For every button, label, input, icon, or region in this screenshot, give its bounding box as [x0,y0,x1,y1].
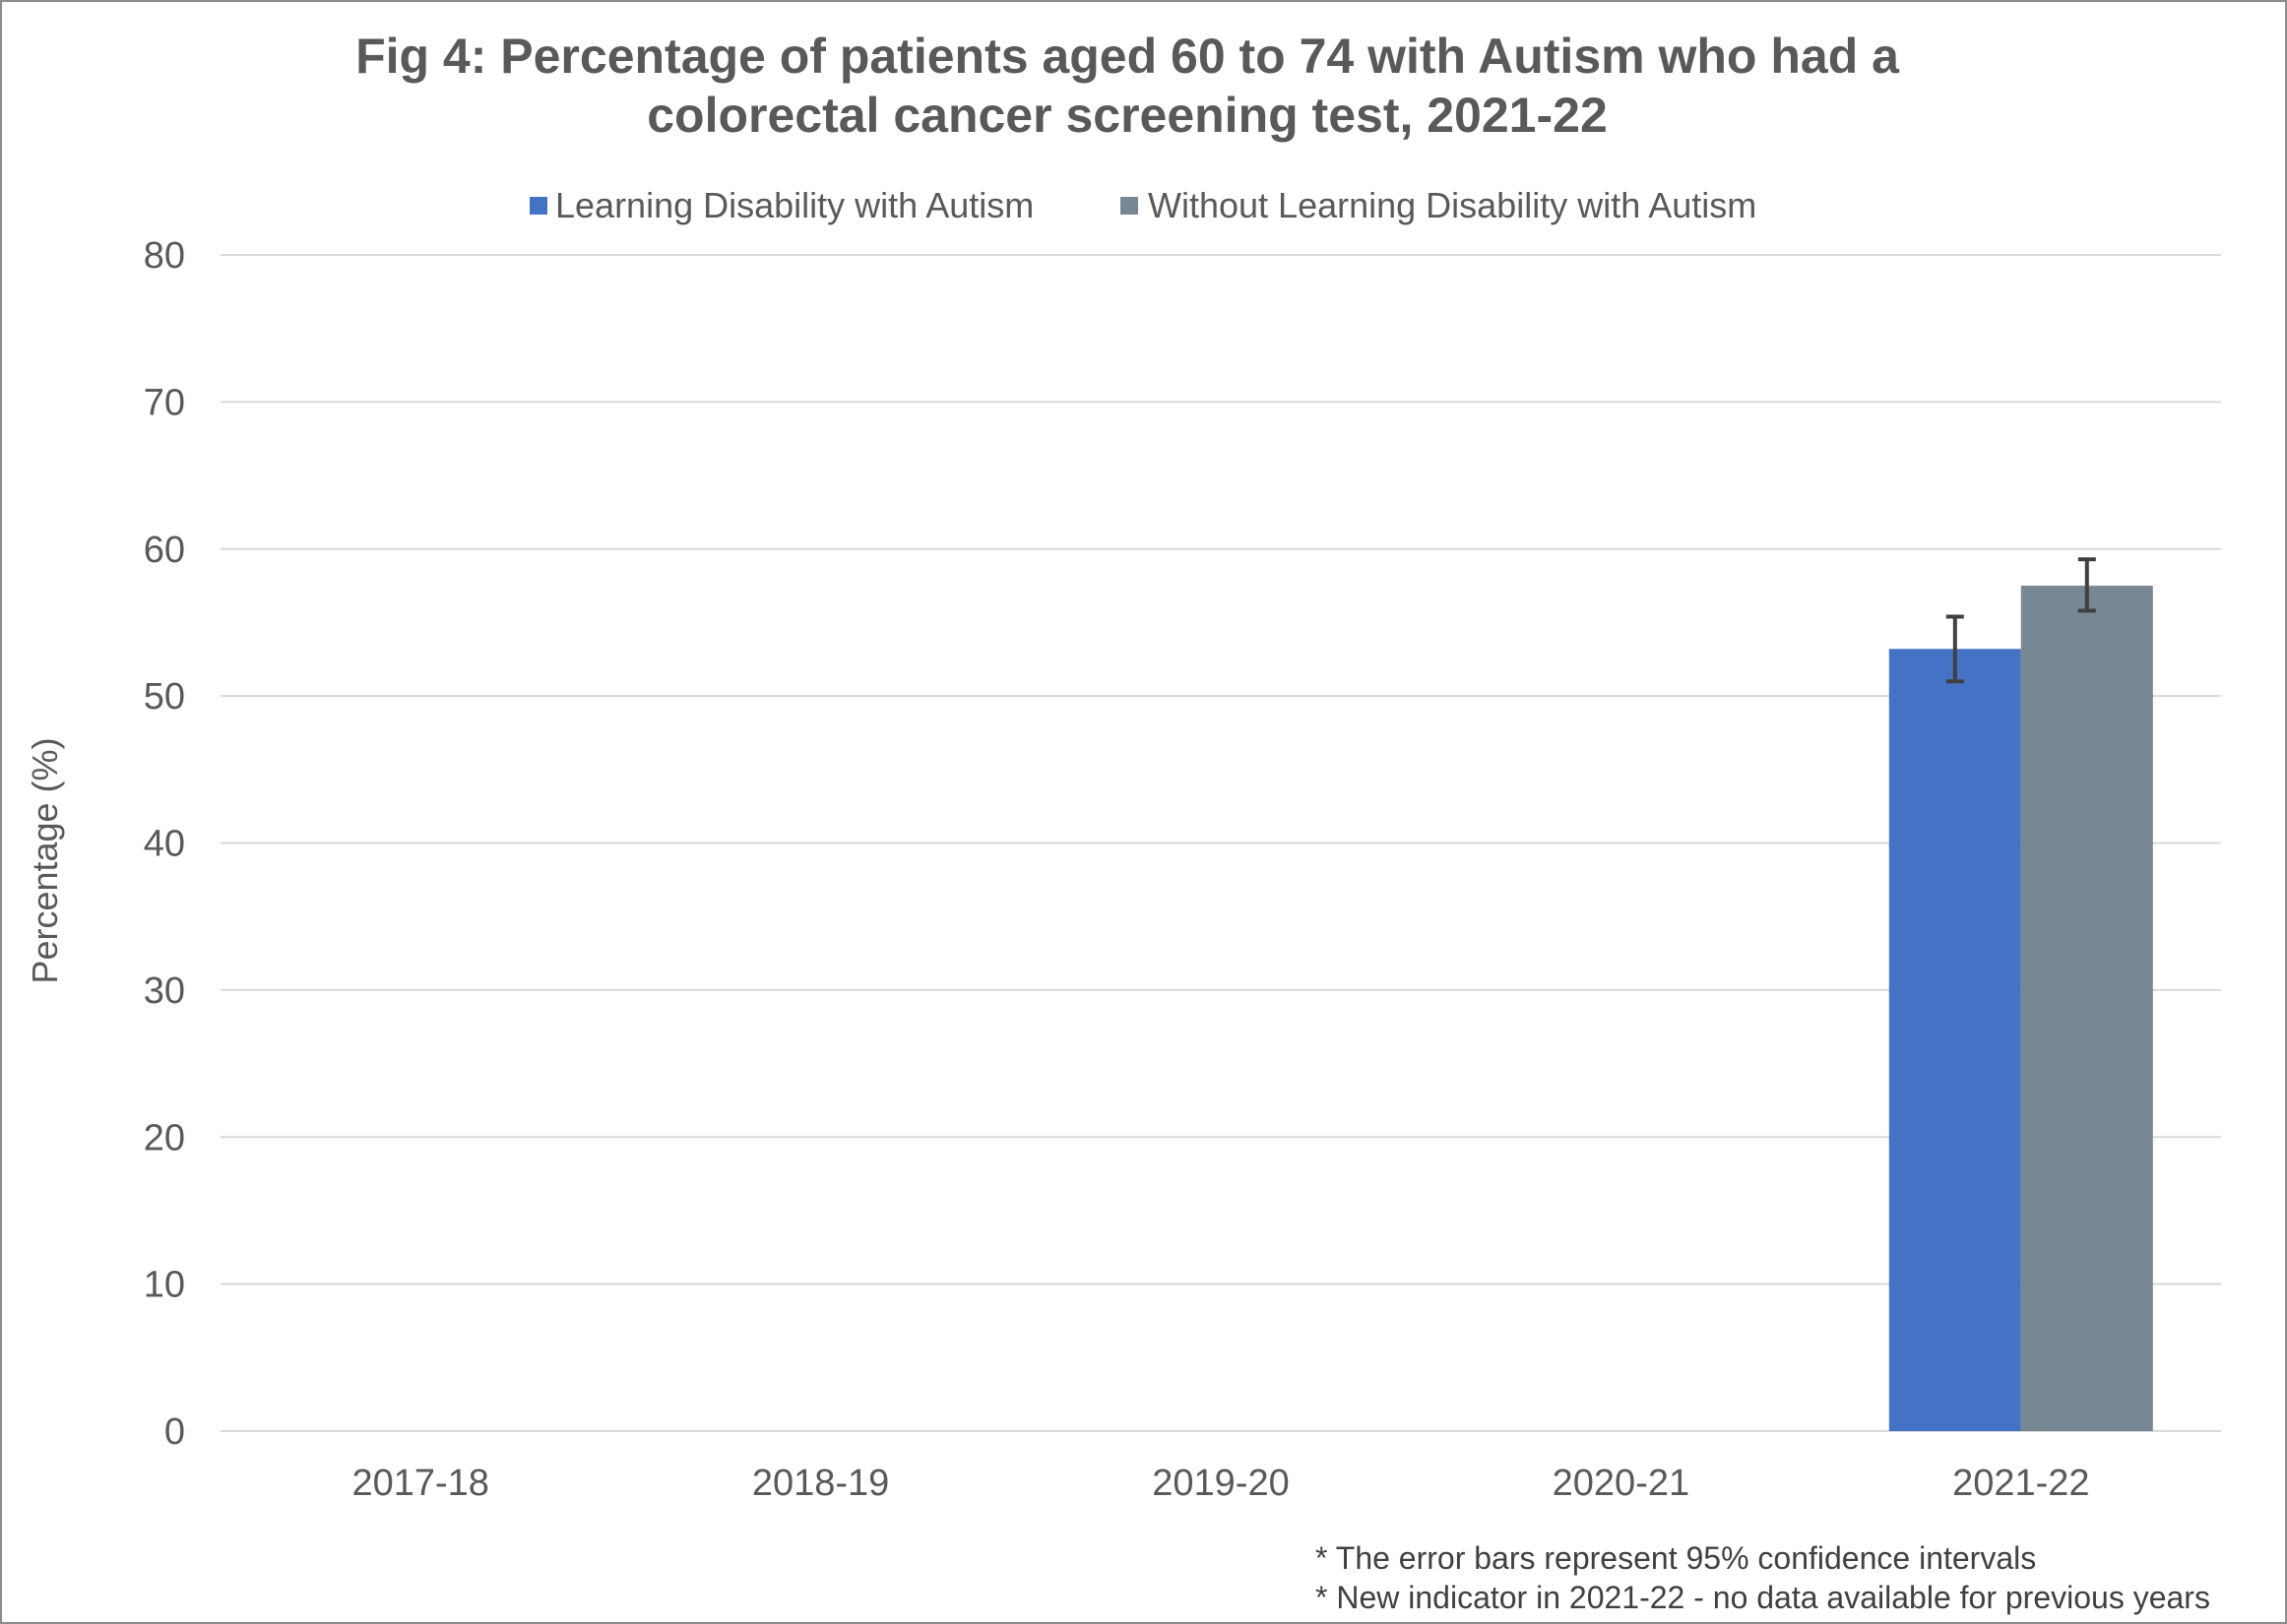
bar [2020,586,2153,1431]
y-tick-label: 0 [164,1411,185,1453]
y-tick-label: 30 [144,970,185,1012]
legend-swatch [1120,197,1138,215]
y-axis-title: Percentage (%) [25,737,65,983]
footnote: * New indicator in 2021-22 - no data ava… [1315,1580,2210,1615]
y-tick-label: 80 [144,235,185,277]
x-tick-label: 2020-21 [1553,1463,1689,1504]
footnote: * The error bars represent 95% confidenc… [1315,1540,2036,1576]
y-tick-label: 40 [144,824,185,865]
y-tick-label: 50 [144,676,185,718]
bar [1888,649,2021,1431]
x-tick-label: 2017-18 [351,1463,488,1504]
x-tick-label: 2021-22 [1952,1463,2089,1504]
legend-label: Learning Disability with Autism [555,185,1034,225]
y-tick-label: 70 [144,382,185,423]
legend-swatch [530,197,547,215]
legend-label: Without Learning Disability with Autism [1148,185,1756,225]
x-tick-label: 2018-19 [752,1463,889,1504]
chart-title-line: colorectal cancer screening test, 2021-2… [647,88,1608,143]
y-tick-label: 60 [144,530,185,571]
y-tick-label: 10 [144,1265,185,1306]
x-tick-label: 2019-20 [1152,1463,1289,1504]
chart-title-line: Fig 4: Percentage of patients aged 60 to… [355,29,1900,84]
y-tick-label: 20 [144,1117,185,1158]
